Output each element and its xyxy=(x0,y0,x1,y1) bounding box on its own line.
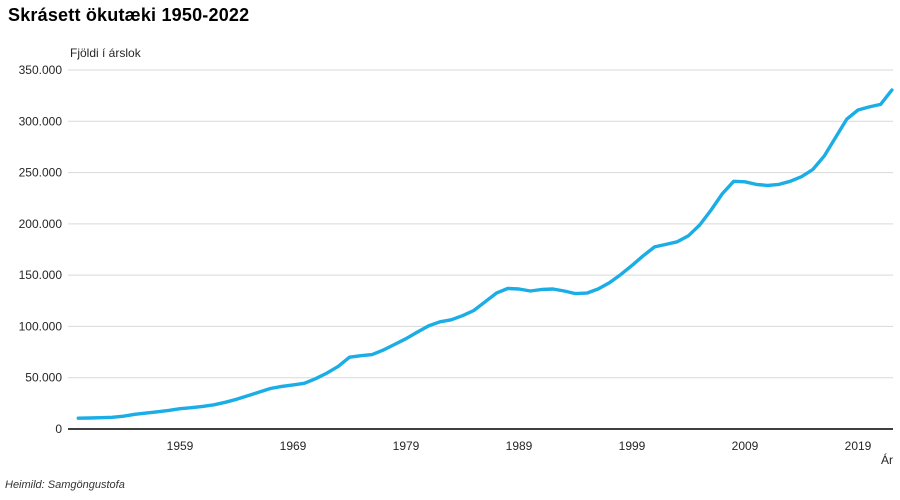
x-tick-label: 2009 xyxy=(732,439,759,453)
x-tick-label: 1989 xyxy=(506,439,533,453)
x-tick-label: 1979 xyxy=(393,439,420,453)
y-axis-unit-label: Fjöldi í árslok xyxy=(70,46,141,60)
vehicles-line-series xyxy=(76,88,894,420)
x-tick-label: 1999 xyxy=(619,439,646,453)
y-tick-label: 100.000 xyxy=(19,319,63,333)
source-note: Heimild: Samgöngustofa xyxy=(5,479,125,491)
y-tick-label: 150.000 xyxy=(19,268,63,282)
y-tick-label: 350.000 xyxy=(19,63,63,77)
x-tick-label: 1959 xyxy=(167,439,194,453)
x-tick-label: 2019 xyxy=(845,439,872,453)
y-tick-label: 200.000 xyxy=(19,217,63,231)
y-tick-label: 300.000 xyxy=(19,114,63,128)
y-tick-label: 250.000 xyxy=(19,166,63,180)
chart-title: Skrásett ökutæki 1950-2022 xyxy=(8,5,250,25)
y-tick-label: 50.000 xyxy=(25,371,62,385)
y-tick-label: 0 xyxy=(55,422,62,436)
x-axis-title: Ár xyxy=(881,453,893,467)
x-tick-label: 1969 xyxy=(280,439,307,453)
